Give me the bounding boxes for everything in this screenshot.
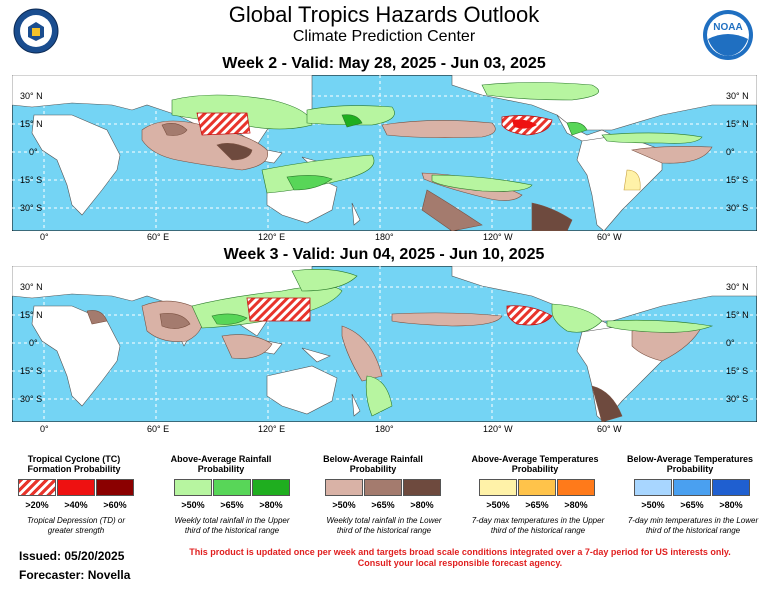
legend-temp-below-label-3: >80% [719,500,743,510]
w2-lon-3: 180° [375,232,394,242]
legend-temp-above-swatch-3 [557,479,595,496]
w3-lat-left-2: 0° [29,338,38,348]
legend-temp-below-note: 7-day min temperatures in the Lower thir… [627,516,759,535]
legend-rain-below-note: Weekly total rainfall in the Lower third… [326,516,442,535]
legend-tc-swatch-2 [57,479,95,496]
w3-lat-left-3: 15° S [20,366,43,376]
w2-lat-left-2: 0° [29,147,38,157]
page-subtitle: Climate Prediction Center [292,28,476,45]
w3-lon-5: 60° W [597,424,622,434]
w3-lon-4: 120° W [483,424,513,434]
w2-lat-right-2: 0° [726,147,735,157]
w3-lon-2: 120° E [258,424,286,434]
legend-tc-note: Tropical Depression (TD) or greater stre… [26,516,126,535]
forecaster-name: Forecaster: Novella [19,568,131,582]
week2-map [11,74,758,232]
legend-rain-below-swatch-1 [325,479,363,496]
legend-temp-above-label-3: >80% [564,500,588,510]
legend-rain-below-title: Below-Average Rainfall Probability [323,454,423,474]
legend-tc-title: Tropical Cyclone (TC) Formation Probabil… [27,454,121,474]
legend-rain-above-title: Above-Average Rainfall Probability [170,454,272,474]
legend-temp-above-title: Above-Average Temperatures Probability [471,454,599,474]
legend-tc-label-1: >20% [25,500,49,510]
w2-lon-4: 120° W [483,232,513,242]
legend-tc-swatch-3 [96,479,134,496]
w3-lat-right-4: 30° S [726,394,749,404]
w3-lon-0: 0° [40,424,49,434]
w2-lat-left-0: 30° N [20,91,43,101]
w2-lat-right-3: 15° S [726,175,749,185]
legend-rain-above-note: Weekly total rainfall in the Upper third… [174,516,290,535]
w2-lon-2: 120° E [258,232,286,242]
noaa-logo: NOAA [702,9,754,61]
w3-lat-left-4: 30° S [20,394,43,404]
w2-lat-right-4: 30° S [726,203,749,213]
legend-rain-below-label-3: >80% [410,500,434,510]
legend-tc-label-2: >40% [64,500,88,510]
week2-title: Week 2 - Valid: May 28, 2025 - Jun 03, 2… [222,55,546,72]
legend-rain-above-swatch-2 [213,479,251,496]
w3-lat-right-3: 15° S [726,366,749,376]
legend-temp-above-label-1: >50% [486,500,510,510]
notice-line-1: This product is updated once per week an… [189,547,731,557]
w2-lon-1: 60° E [147,232,170,242]
w3-lat-left-0: 30° N [20,282,43,292]
legend-rain-below-swatch-3 [403,479,441,496]
page-title: Global Tropics Hazards Outlook [228,2,540,27]
legend-rain-above-swatch-1 [174,479,212,496]
w3-lon-3: 180° [375,424,394,434]
w3-lat-right-0: 30° N [726,282,749,292]
legend-tc-label-3: >60% [103,500,127,510]
legend-rain-above-label-1: >50% [181,500,205,510]
legend-rain-above-swatch-3 [252,479,290,496]
legend-rain-below-swatch-2 [364,479,402,496]
week3-title: Week 3 - Valid: Jun 04, 2025 - Jun 10, 2… [223,246,545,263]
w2-lon-5: 60° W [597,232,622,242]
legend-temp-above-note: 7-day max temperatures in the Upper thir… [471,516,605,535]
noaa-text: NOAA [713,22,742,33]
legend-rain-above-label-3: >80% [259,500,283,510]
legend-rain-above-label-2: >65% [220,500,244,510]
legend-temp-below-label-1: >50% [641,500,665,510]
issued-date: Issued: 05/20/2025 [19,549,125,563]
w3-lat-left-1: 15° N [20,310,43,320]
w2-lat-right-0: 30° N [726,91,749,101]
legend-temp-below-label-2: >65% [680,500,704,510]
legend-temp-below-swatch-1 [634,479,672,496]
legend-temp-below-swatch-2 [673,479,711,496]
w3-lat-right-2: 0° [726,338,735,348]
w3-lon-1: 60° E [147,424,170,434]
legend-temp-above-swatch-2 [518,479,556,496]
w2-lat-right-1: 15° N [726,119,749,129]
w2-lat-left-3: 15° S [20,175,43,185]
legend-rain-below-label-2: >65% [371,500,395,510]
legend-tc-swatch-1 [18,479,56,496]
w3-lat-right-1: 15° N [726,310,749,320]
legend-temp-below-swatch-3 [712,479,750,496]
legend-temp-below-title: Below-Average Temperatures Probability [626,454,754,474]
legend-temp-above-swatch-1 [479,479,517,496]
w2-lon-0: 0° [40,232,49,242]
doc-logo [13,8,59,54]
w2-lat-left-4: 30° S [20,203,43,213]
week3-map [11,265,758,423]
w2-lat-left-1: 15° N [20,119,43,129]
legend-rain-below-label-1: >50% [332,500,356,510]
notice-line-2: Consult your local responsible forecast … [357,558,563,568]
legend-temp-above-label-2: >65% [525,500,549,510]
